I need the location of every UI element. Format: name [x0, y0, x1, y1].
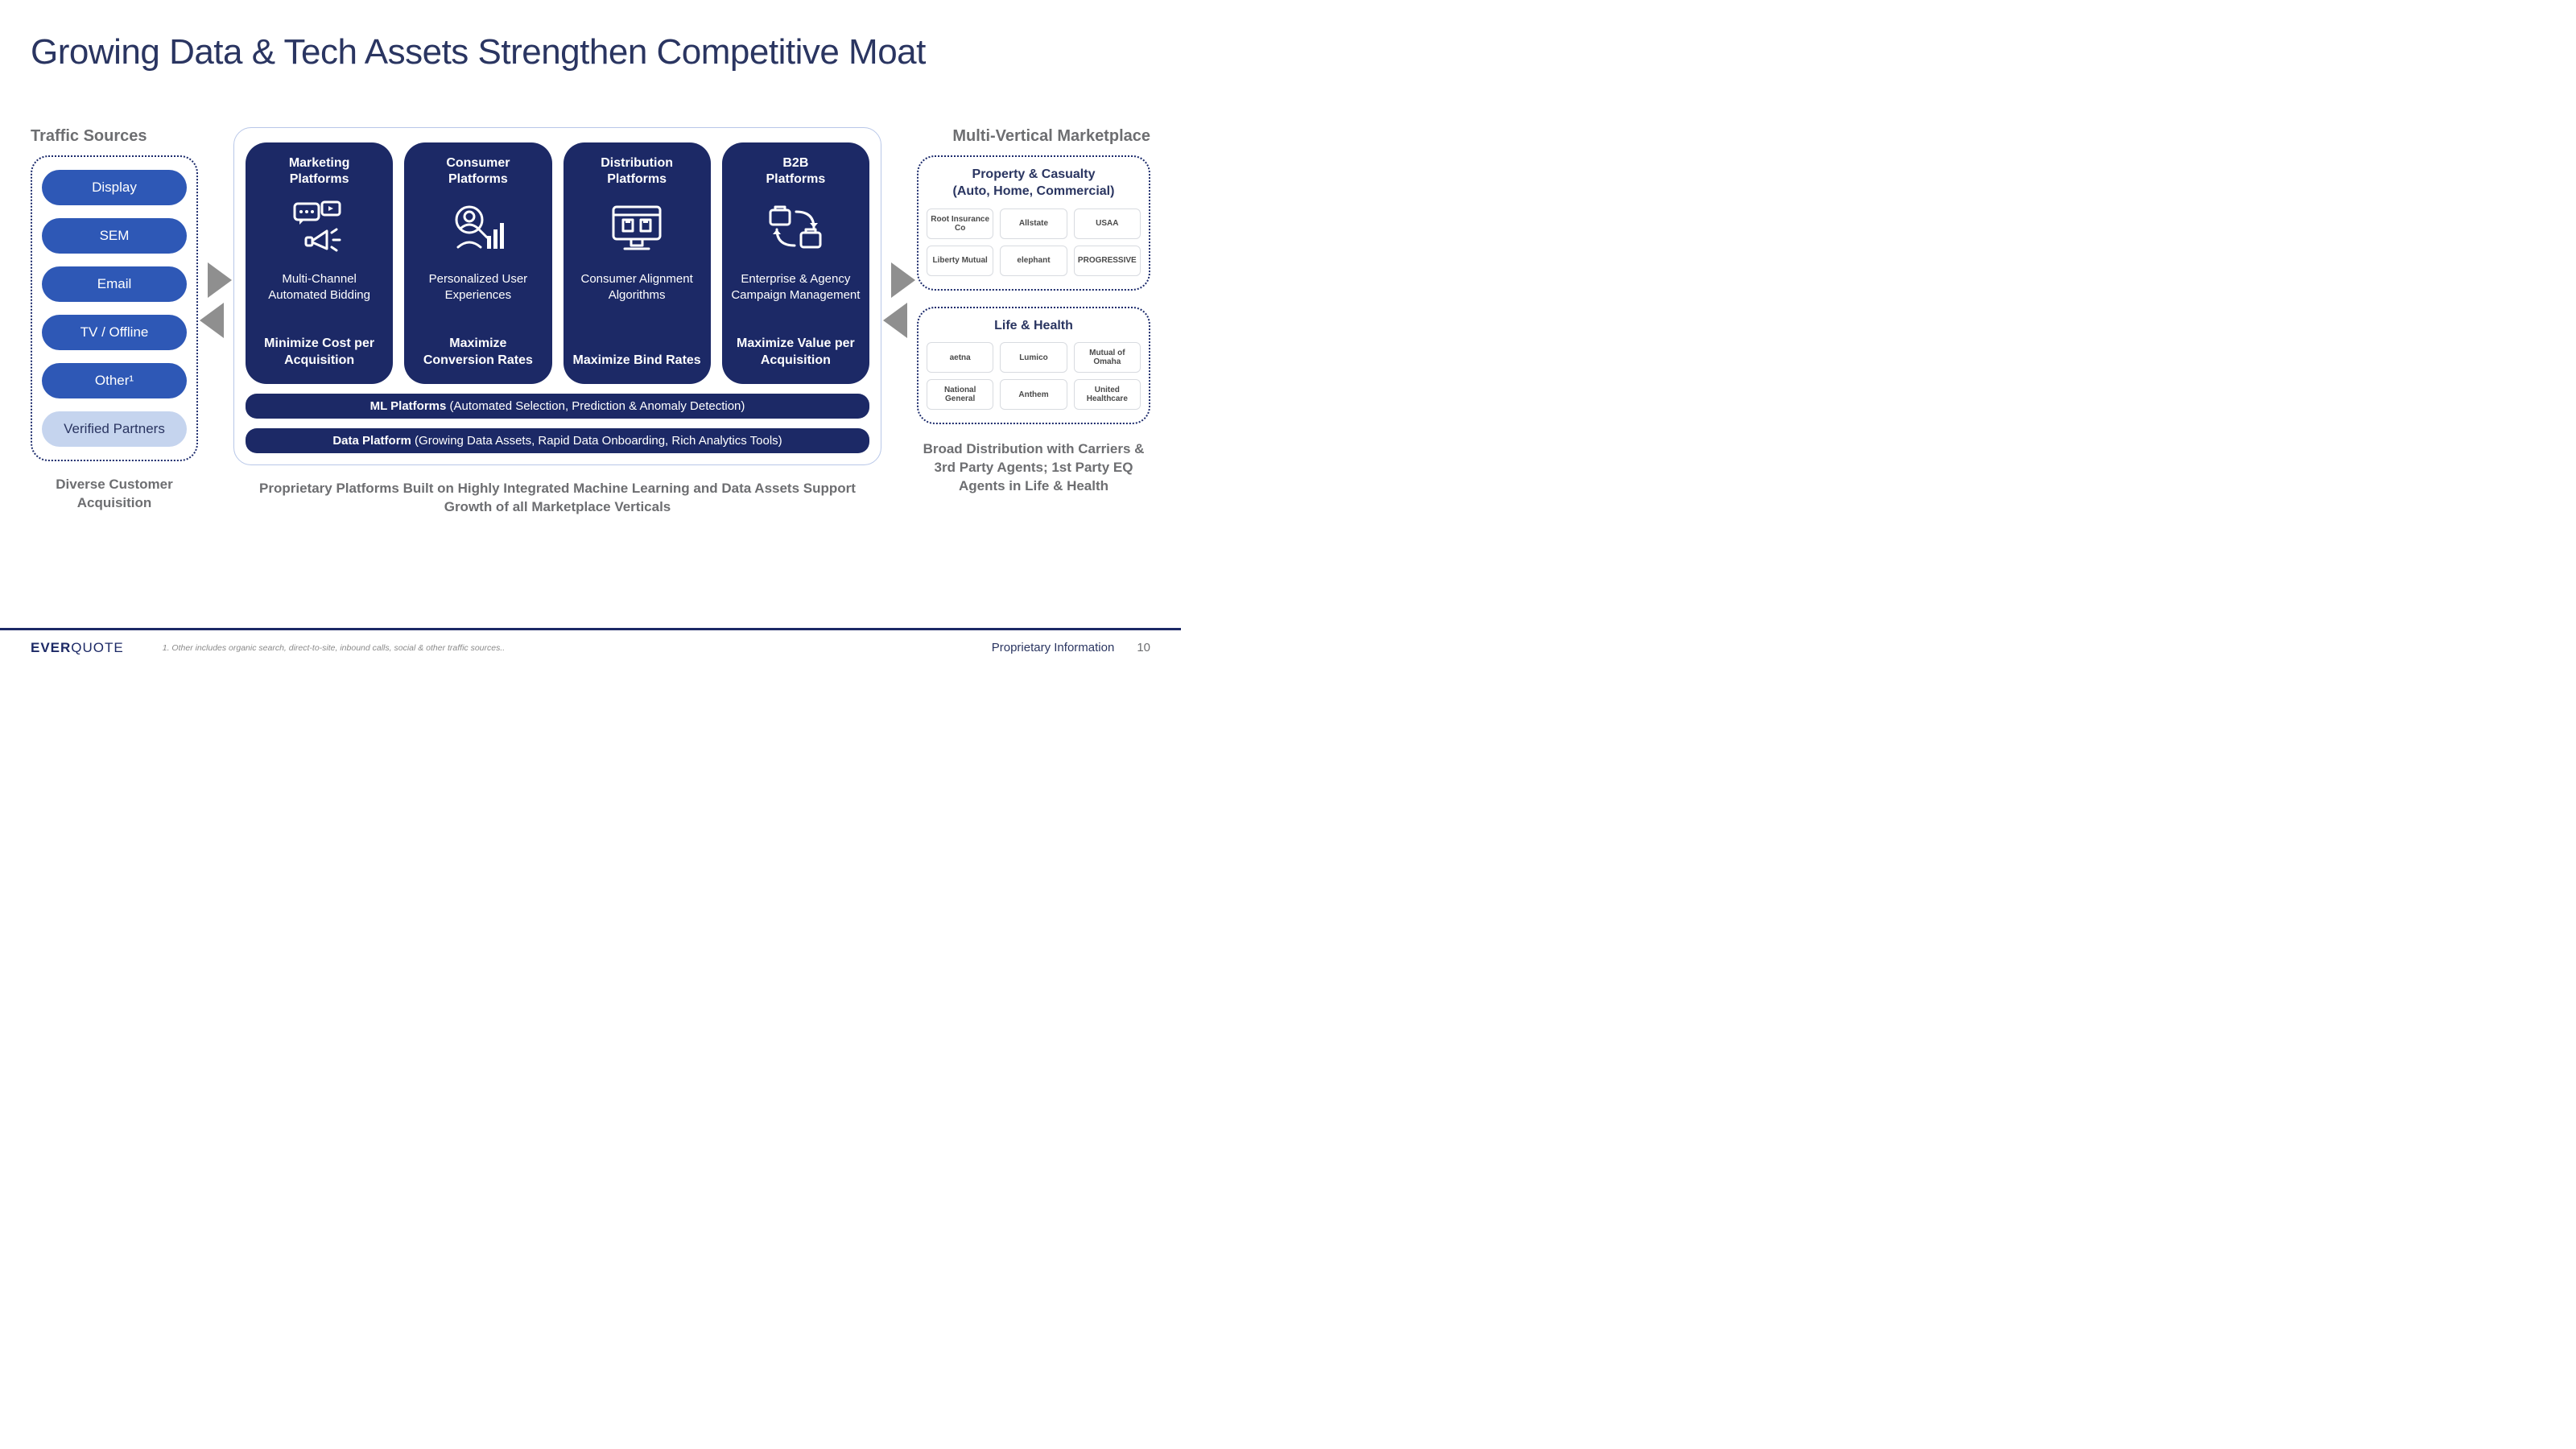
megaphone-icon — [288, 199, 351, 258]
platform-bars: ML Platforms (Automated Selection, Predi… — [246, 394, 869, 453]
traffic-heading: Traffic Sources — [31, 127, 198, 146]
partner-logo: Anthem — [1000, 379, 1067, 410]
platform-card: ConsumerPlatforms Personalized User Exper… — [404, 142, 551, 384]
marketplace-section: Life & Health aetnaLumicoMutual of Omaha N… — [917, 307, 1150, 425]
traffic-pills-box: Display SEM Email TV / Offline Other¹ Verifie… — [31, 155, 198, 461]
traffic-pill: TV / Offline — [42, 315, 187, 350]
partner-logo: PROGRESSIVE — [1074, 246, 1141, 276]
brand-logo: EVERQUOTE — [31, 640, 124, 656]
card-subtitle: Multi-Channel Automated Bidding — [254, 271, 385, 328]
card-result: Minimize Cost per Acquisition — [254, 336, 385, 369]
card-title: ConsumerPlatforms — [446, 155, 510, 188]
footnote: 1. Other includes organic search, direct… — [163, 643, 505, 653]
page-title: Growing Data & Tech Assets Strengthen Co… — [31, 32, 926, 72]
page-number: 10 — [1137, 641, 1150, 654]
brand-left: EVER — [31, 640, 71, 655]
platform-card: DistributionPlatforms Consumer Alignment … — [564, 142, 711, 384]
footer: EVERQUOTE 1. Other includes organic sear… — [0, 628, 1181, 665]
card-subtitle: Enterprise & Agency Campaign Management — [730, 271, 861, 328]
partner-logo: elephant — [1000, 246, 1067, 276]
partner-logo: Root Insurance Co — [927, 208, 993, 239]
main-content: Traffic Sources Display SEM Email TV / Offl… — [31, 127, 1150, 517]
partner-logo: Mutual of Omaha — [1074, 342, 1141, 373]
traffic-pill: Display — [42, 170, 187, 205]
partner-logo: Liberty Mutual — [927, 246, 993, 276]
card-subtitle: Personalized User Experiences — [412, 271, 543, 328]
marketplace-section: Property & Casualty (Auto, Home, Commerc… — [917, 155, 1150, 291]
platform-cards-row: MarketingPlatforms Multi-Channel Automate… — [246, 142, 869, 384]
traffic-pill: Email — [42, 266, 187, 302]
platforms-container: MarketingPlatforms Multi-Channel Automate… — [233, 127, 881, 465]
arrows-right-group — [881, 127, 917, 473]
traffic-pill: SEM — [42, 218, 187, 254]
partner-logo: Lumico — [1000, 342, 1067, 373]
partner-logo: Allstate — [1000, 208, 1067, 239]
platforms-caption: Proprietary Platforms Built on Highly In… — [233, 480, 881, 517]
platform-card: MarketingPlatforms Multi-Channel Automate… — [246, 142, 393, 384]
marketplace-column: Multi-Vertical Marketplace Property & Ca… — [917, 127, 1150, 496]
user-chart-icon — [447, 199, 510, 258]
section-title: Property & Casualty (Auto, Home, Commerc… — [927, 167, 1141, 200]
marketplace-heading: Multi-Vertical Marketplace — [917, 127, 1150, 146]
proprietary-label: Proprietary Information — [992, 641, 1115, 654]
card-result: Maximize Value per Acquisition — [730, 336, 861, 369]
section-title: Life & Health — [927, 318, 1141, 335]
traffic-pill: Other¹ — [42, 363, 187, 398]
platforms-column: MarketingPlatforms Multi-Channel Automate… — [233, 127, 881, 517]
arrows-left-group — [198, 127, 233, 473]
footer-right: Proprietary Information 10 — [992, 641, 1150, 654]
marketplace-sections: Property & Casualty (Auto, Home, Commerc… — [917, 155, 1150, 424]
logo-grid: Root Insurance CoAllstateUSAA Liberty Mut… — [927, 208, 1141, 276]
card-title: B2BPlatforms — [766, 155, 825, 188]
platform-bar: ML Platforms (Automated Selection, Predi… — [246, 394, 869, 419]
card-title: DistributionPlatforms — [601, 155, 673, 188]
partner-logo: United Healthcare — [1074, 379, 1141, 410]
partner-logo: USAA — [1074, 208, 1141, 239]
card-title: MarketingPlatforms — [289, 155, 350, 188]
partner-logo: aetna — [927, 342, 993, 373]
platform-card: B2BPlatforms Enterprise & Agency Campaign… — [722, 142, 869, 384]
traffic-sources-column: Traffic Sources Display SEM Email TV / Offl… — [31, 127, 198, 513]
card-subtitle: Consumer Alignment Algorithms — [572, 271, 703, 345]
logo-grid: aetnaLumicoMutual of Omaha National Gener… — [927, 342, 1141, 410]
briefcase-cycle-icon — [764, 199, 827, 258]
partner-logo: National General — [927, 379, 993, 410]
traffic-caption: Diverse Customer Acquisition — [31, 476, 198, 513]
arrow-left-icon — [200, 303, 224, 338]
brand-right: QUOTE — [71, 640, 123, 655]
arrow-right-icon — [208, 262, 232, 298]
card-result: Maximize Conversion Rates — [412, 336, 543, 369]
platform-bar: Data Platform (Growing Data Assets, Rapi… — [246, 428, 869, 453]
card-result: Maximize Bind Rates — [573, 353, 701, 369]
arrow-right-icon — [891, 262, 915, 298]
traffic-pill: Verified Partners — [42, 411, 187, 447]
marketplace-caption: Broad Distribution with Carriers & 3rd P… — [917, 440, 1150, 496]
arrow-left-icon — [883, 303, 907, 338]
monitor-icon — [605, 199, 668, 258]
